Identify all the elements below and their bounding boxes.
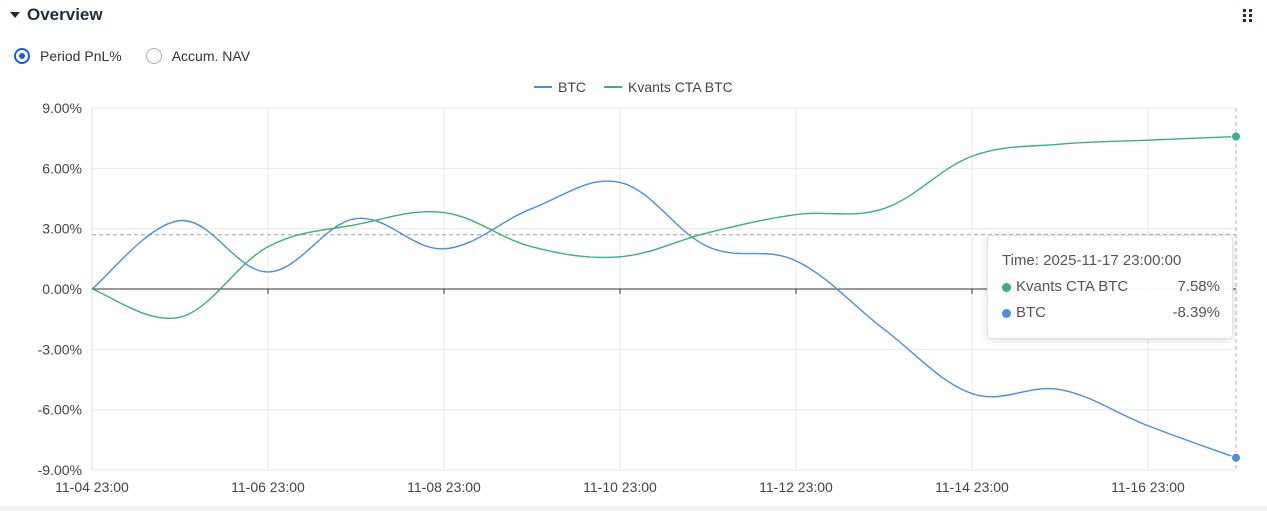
radio-unchecked-icon xyxy=(145,48,162,64)
series-point-kvants[interactable] xyxy=(1231,131,1241,142)
tooltip-series-name: Kvants CTA BTC xyxy=(1016,278,1129,295)
x-tick-label: 11-08 23:00 xyxy=(407,479,481,495)
y-tick-label: 9.00% xyxy=(42,100,82,116)
x-tick-label: 11-14 23:00 xyxy=(935,479,1009,495)
tooltip-row-kvants: Kvants CTA BTC 7.58% xyxy=(1002,274,1220,300)
tooltip-dot-btc xyxy=(1002,308,1011,318)
x-tick-label: 11-16 23:00 xyxy=(1111,479,1185,495)
panel-bottom-border xyxy=(0,506,1267,511)
x-tick-label: 11-06 23:00 xyxy=(231,479,305,495)
legend-label[interactable]: BTC xyxy=(558,79,586,95)
tooltip-row-btc: BTC -8.39% xyxy=(1002,300,1220,326)
radio-label-period-pnl: Period PnL% xyxy=(40,48,122,64)
collapse-caret-icon[interactable] xyxy=(10,12,20,18)
tooltip-series-value: 7.58% xyxy=(1177,278,1220,295)
drag-handle-icon[interactable] xyxy=(1243,9,1253,22)
series-line-kvants[interactable] xyxy=(91,135,1237,320)
y-tick-label: 0.00% xyxy=(42,281,82,297)
tooltip-series-value: -8.39% xyxy=(1172,304,1220,321)
radio-checked-icon xyxy=(14,48,30,64)
tooltip-time: Time: 2025-11-17 23:00:00 xyxy=(1002,252,1182,269)
y-tick-label: -3.00% xyxy=(38,341,82,357)
radio-period-pnl[interactable]: Period PnL% xyxy=(14,48,122,64)
series-point-btc[interactable] xyxy=(1231,452,1241,463)
y-tick-label: 6.00% xyxy=(42,160,82,176)
radio-label-accum-nav: Accum. NAV xyxy=(171,48,251,64)
series-line-btc[interactable] xyxy=(91,180,1237,459)
x-tick-label: 11-12 23:00 xyxy=(759,479,833,495)
panel-header: Overview xyxy=(0,0,1267,32)
x-tick-label: 11-10 23:00 xyxy=(583,479,657,495)
y-tick-label: 3.00% xyxy=(42,221,82,237)
view-mode-radio-group: Period PnL% Accum. NAV xyxy=(14,44,274,68)
radio-accum-nav[interactable]: Accum. NAV xyxy=(145,48,251,64)
tooltip-dot-kvants xyxy=(1002,282,1011,292)
chart-tooltip: Time: 2025-11-17 23:00:00 Kvants CTA BTC… xyxy=(987,235,1233,339)
legend-label[interactable]: Kvants CTA BTC xyxy=(628,79,733,95)
panel-title: Overview xyxy=(27,5,103,24)
tooltip-series-name: BTC xyxy=(1016,304,1046,321)
x-tick-label: 11-04 23:00 xyxy=(55,479,129,495)
y-tick-label: -6.00% xyxy=(38,402,82,418)
y-tick-label: -9.00% xyxy=(38,462,82,478)
